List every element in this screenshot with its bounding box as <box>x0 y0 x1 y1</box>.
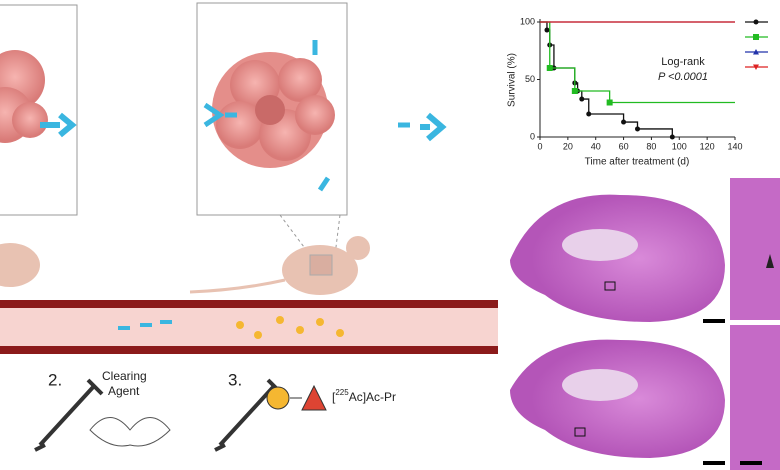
survival-curve <box>540 21 673 137</box>
annotation: P <0.0001 <box>658 71 708 83</box>
clearing-agent-icon <box>89 417 171 447</box>
step-label: [225Ac]Ac-Pr <box>332 388 396 404</box>
mouse <box>189 236 370 295</box>
scale-bar <box>740 461 762 465</box>
scale-bar <box>703 319 725 323</box>
kidney-section <box>510 339 725 458</box>
kidney-section <box>510 194 725 322</box>
marker <box>753 49 759 55</box>
marker <box>635 126 640 132</box>
arrowhead <box>766 254 774 268</box>
marker <box>606 99 613 106</box>
antibody <box>40 112 77 138</box>
survival-curve <box>540 21 735 104</box>
x-tick-label: 120 <box>700 141 715 151</box>
marker <box>546 65 553 71</box>
annotation: Log-rank <box>661 56 705 68</box>
marker <box>753 19 759 25</box>
y-tick-label: 0 <box>530 131 535 141</box>
actinium-icon <box>301 384 327 411</box>
x-axis-label: Time after treatment (d) <box>585 157 690 168</box>
marker <box>669 134 675 140</box>
marker <box>753 34 759 40</box>
x-tick-label: 100 <box>672 141 687 151</box>
y-axis-label: Survival (%) <box>507 53 518 107</box>
vessel-wall <box>0 300 498 308</box>
step-number: 3. <box>228 370 242 389</box>
marker <box>571 88 578 94</box>
y-tick-label: 50 <box>525 74 535 84</box>
mouse <box>0 243 40 287</box>
step-number: 2. <box>48 370 62 389</box>
histology-zoom <box>730 178 780 320</box>
histology-zoom <box>730 325 780 470</box>
zoom-line <box>279 214 341 256</box>
vessel-lumen <box>0 308 498 346</box>
y-tick-label: 100 <box>520 16 535 26</box>
antibody <box>420 112 447 142</box>
x-tick-label: 0 <box>537 141 542 151</box>
marker <box>544 27 550 33</box>
x-tick-label: 80 <box>646 141 656 151</box>
ligand-icon <box>266 386 290 410</box>
vessel-wall <box>0 346 498 354</box>
syringe <box>34 378 104 452</box>
scale-bar <box>703 461 725 465</box>
x-tick-label: 40 <box>591 141 601 151</box>
x-tick-label: 140 <box>727 141 742 151</box>
antibody <box>118 320 172 330</box>
radioligand <box>236 316 344 339</box>
marker <box>621 119 627 125</box>
step-label: Agent <box>108 384 140 398</box>
x-tick-label: 20 <box>563 141 573 151</box>
tumor-cells <box>0 50 48 143</box>
tumor-cells <box>212 52 335 168</box>
marker <box>586 111 592 117</box>
x-tick-label: 60 <box>619 141 629 151</box>
step-label: Clearing <box>102 369 147 383</box>
marker <box>753 64 759 70</box>
marker <box>579 96 585 102</box>
antibody <box>203 40 410 192</box>
